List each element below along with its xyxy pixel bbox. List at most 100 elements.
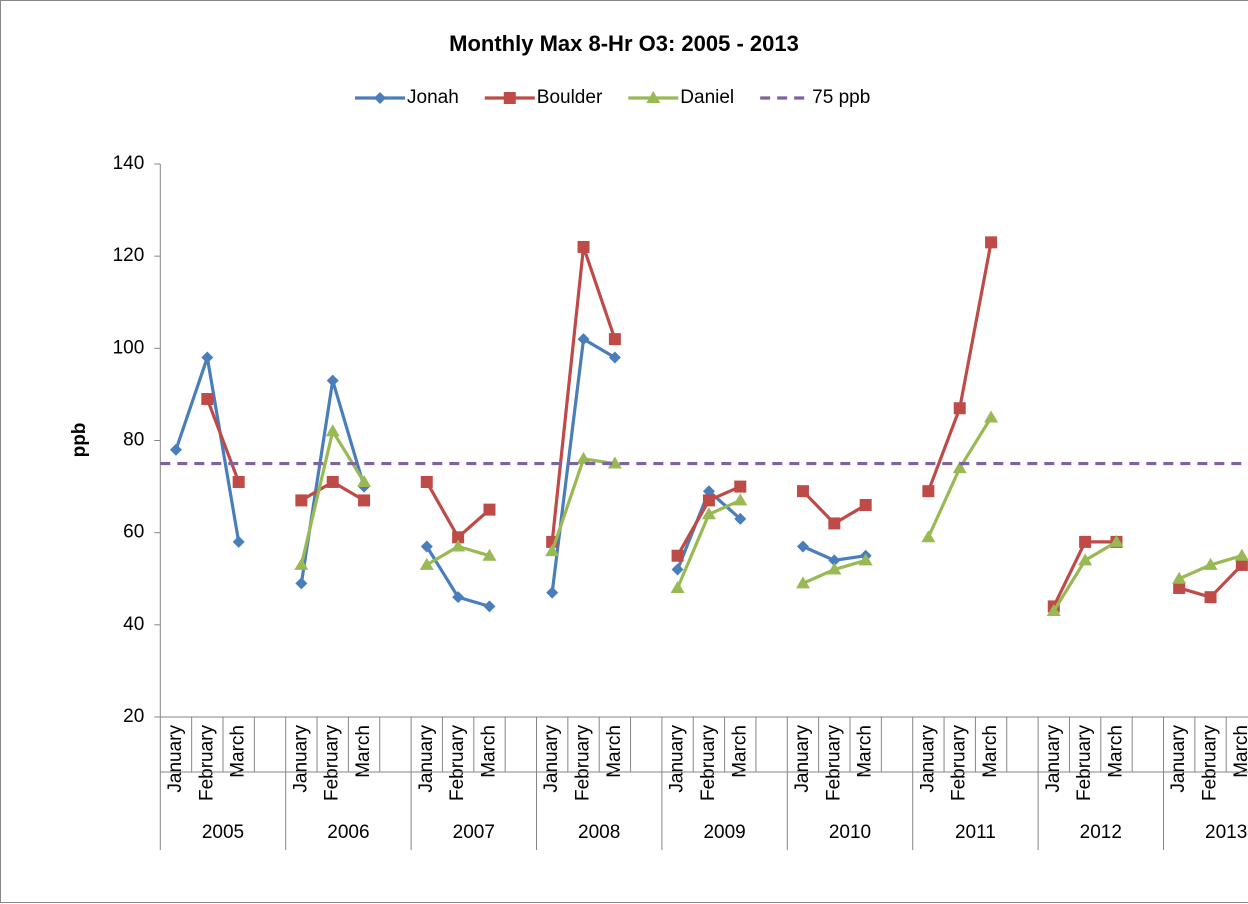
data-point (483, 503, 496, 516)
data-point (577, 240, 590, 253)
x-tick-label: January (290, 725, 311, 793)
data-point (452, 531, 465, 544)
data-point (828, 554, 841, 567)
x-tick-label: February (949, 725, 970, 802)
data-point (1234, 548, 1248, 561)
data-point (420, 475, 433, 488)
data-point (1203, 557, 1218, 570)
data-point (358, 494, 371, 507)
data-point (795, 576, 810, 589)
data-point (859, 499, 872, 512)
data-point (452, 591, 465, 604)
group-label: 2013 (1205, 822, 1247, 843)
data-point (294, 557, 309, 570)
data-point (922, 485, 935, 498)
x-tick-label: January (541, 725, 562, 793)
data-point (702, 494, 715, 507)
x-tick-label: January (165, 725, 186, 793)
legend-label: Daniel (680, 87, 734, 108)
data-point (953, 402, 966, 415)
x-tick-label: February (1200, 725, 1221, 802)
data-point (733, 493, 748, 506)
group-label: 2011 (955, 822, 996, 843)
data-point (1235, 558, 1248, 571)
y-tick-label: 140 (113, 153, 145, 174)
data-point (858, 553, 873, 566)
data-point (1078, 553, 1093, 566)
data-point (734, 480, 747, 493)
data-point (607, 456, 622, 469)
data-point (576, 451, 591, 464)
data-point (295, 494, 308, 507)
x-tick-label: January (416, 725, 437, 793)
legend-marker (503, 92, 516, 104)
data-point (1046, 604, 1061, 617)
data-point (1172, 571, 1187, 584)
data-point (482, 548, 497, 561)
data-point (545, 544, 560, 557)
data-point (451, 539, 466, 552)
y-tick-label: 100 (113, 337, 145, 358)
data-point (952, 461, 967, 474)
data-point (670, 580, 685, 593)
y-tick-label: 80 (123, 430, 144, 451)
x-tick-label: January (1168, 725, 1189, 793)
legend-label: Jonah (407, 87, 459, 108)
x-tick-label: March (1105, 725, 1126, 778)
x-tick-label: March (729, 725, 750, 778)
legend-label: 75 ppb (812, 87, 870, 108)
x-tick-label: February (1074, 725, 1095, 802)
group-label: 2006 (327, 822, 369, 843)
data-point (546, 586, 559, 599)
x-tick-label: March (980, 725, 1001, 778)
x-tick-label: March (604, 725, 625, 778)
group-label: 2009 (703, 822, 745, 843)
y-tick-label: 20 (123, 706, 144, 727)
data-point (232, 535, 245, 548)
y-tick-label: 40 (123, 614, 144, 635)
data-point (984, 410, 999, 423)
x-tick-label: February (447, 725, 468, 802)
group-label: 2005 (202, 822, 244, 843)
data-point (1109, 534, 1124, 547)
x-tick-label: March (478, 725, 499, 778)
data-point (796, 540, 809, 553)
data-point (295, 577, 308, 590)
x-tick-label: January (1043, 725, 1064, 793)
data-point (326, 374, 339, 387)
group-label: 2010 (829, 822, 871, 843)
x-tick-label: January (917, 725, 938, 793)
x-tick-label: February (698, 725, 719, 802)
data-point (326, 475, 339, 488)
data-point (325, 424, 340, 437)
data-point (577, 333, 590, 346)
group-label: 2012 (1080, 822, 1122, 843)
x-tick-label: February (196, 725, 217, 802)
group-label: 2008 (578, 822, 620, 843)
x-tick-label: January (792, 725, 813, 793)
x-tick-label: March (855, 725, 876, 778)
x-tick-label: March (1231, 725, 1248, 778)
y-axis-label: ppb (69, 423, 90, 458)
data-point (671, 563, 684, 576)
legend-marker (646, 91, 661, 103)
chart-title: Monthly Max 8-Hr O3: 2005 - 2013 (449, 31, 799, 56)
data-point (419, 557, 434, 570)
data-point (357, 474, 372, 487)
data-point (734, 512, 747, 525)
group-label: 2007 (453, 822, 495, 843)
x-tick-label: February (823, 725, 844, 802)
data-point (1173, 581, 1186, 594)
data-point (232, 475, 245, 488)
data-point (985, 236, 998, 249)
legend-marker (374, 92, 386, 104)
data-point (169, 443, 182, 456)
data-point (671, 549, 684, 562)
y-tick-label: 120 (113, 245, 145, 266)
data-point (608, 333, 621, 346)
data-point (921, 530, 936, 543)
x-tick-label: March (228, 725, 249, 778)
data-point (1079, 535, 1092, 548)
